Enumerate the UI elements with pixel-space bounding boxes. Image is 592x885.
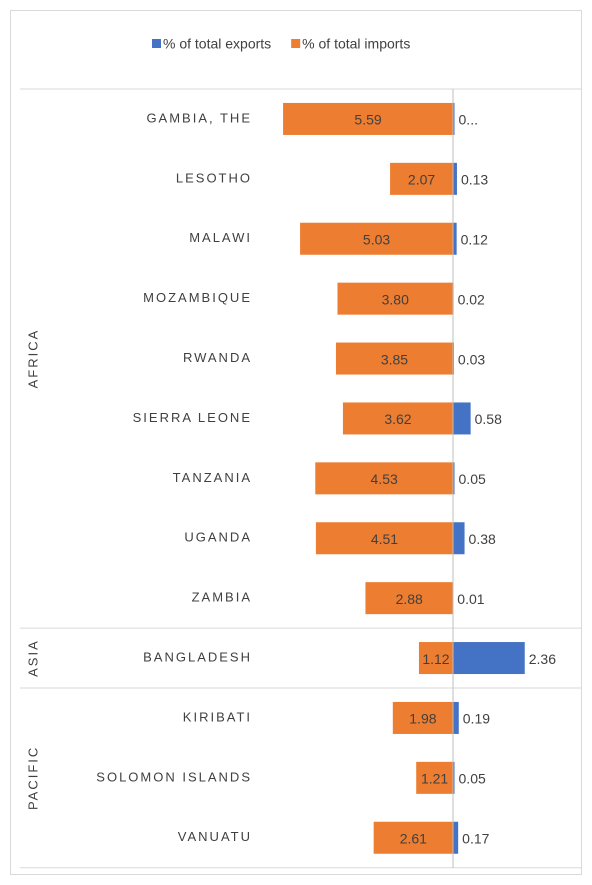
legend-label: % of total exports: [163, 36, 271, 52]
value-label: 4.53: [371, 471, 398, 487]
bar: [453, 102, 455, 135]
category-label: ZAMBIA: [192, 590, 252, 605]
value-label: 2.07: [408, 172, 435, 188]
bar: [300, 222, 453, 255]
value-label: 0.13: [461, 172, 488, 188]
bar: [392, 701, 453, 734]
value-label: 0.17: [462, 830, 489, 846]
category-label: UGANDA: [184, 530, 252, 545]
value-label: 0.05: [459, 471, 486, 487]
value-label: 2.88: [396, 591, 423, 607]
category-label: VANUATU: [178, 829, 252, 844]
bar: [335, 342, 453, 375]
category-label: KIRIBATI: [183, 709, 252, 724]
value-label: 3.80: [382, 291, 409, 307]
category-label: SOLOMON ISLANDS: [96, 769, 252, 784]
bar: [315, 522, 453, 555]
value-label: 1.21: [421, 771, 448, 787]
value-label: 5.03: [363, 231, 390, 247]
bar: [453, 402, 471, 435]
value-label: 2.36: [529, 651, 556, 667]
category-label: LESOTHO: [176, 170, 252, 185]
value-label: 0...: [459, 112, 478, 128]
value-label: 0.02: [458, 291, 485, 307]
value-label: 5.59: [354, 112, 381, 128]
group-label: AFRICA: [25, 329, 40, 389]
value-label: 0.05: [459, 771, 486, 787]
value-label: 4.51: [371, 531, 398, 547]
bar: [390, 162, 453, 195]
category-label: MALAWI: [189, 230, 252, 245]
value-label: 0.19: [463, 711, 490, 727]
legend-swatch: [152, 39, 161, 48]
chart-border: [10, 10, 582, 875]
bar: [453, 642, 525, 675]
value-label: 3.85: [381, 351, 408, 367]
value-label: 0.38: [469, 531, 496, 547]
bar: [418, 642, 453, 675]
value-label: 3.62: [384, 411, 411, 427]
category-label: TANZANIA: [173, 470, 252, 485]
bar: [283, 102, 453, 135]
value-label: 0.58: [475, 411, 502, 427]
legend-label: % of total imports: [302, 36, 410, 52]
bar: [453, 522, 465, 555]
value-label: 0.12: [461, 231, 488, 247]
value-label: 0.01: [457, 591, 484, 607]
bar: [453, 162, 457, 195]
bar: [342, 402, 453, 435]
bar: [453, 761, 455, 794]
bar: [453, 821, 459, 854]
bar: [453, 222, 457, 255]
group-label: ASIA: [25, 639, 40, 677]
bar: [453, 701, 459, 734]
group-label: PACIFIC: [25, 746, 40, 810]
bar: [315, 462, 453, 495]
category-label: SIERRA LEONE: [133, 410, 252, 425]
bar: [365, 582, 453, 615]
bar: [416, 761, 453, 794]
category-label: MOZAMBIQUE: [143, 290, 252, 305]
bar: [373, 821, 453, 854]
bar: [337, 282, 453, 315]
category-label: GAMBIA, THE: [146, 110, 252, 125]
value-label: 1.98: [409, 711, 436, 727]
category-label: BANGLADESH: [143, 649, 252, 664]
value-label: 2.61: [400, 830, 427, 846]
value-label: 1.12: [422, 651, 449, 667]
category-label: RWANDA: [183, 350, 252, 365]
bar: [453, 462, 455, 495]
value-label: 0.03: [458, 351, 485, 367]
legend-swatch: [291, 39, 301, 48]
